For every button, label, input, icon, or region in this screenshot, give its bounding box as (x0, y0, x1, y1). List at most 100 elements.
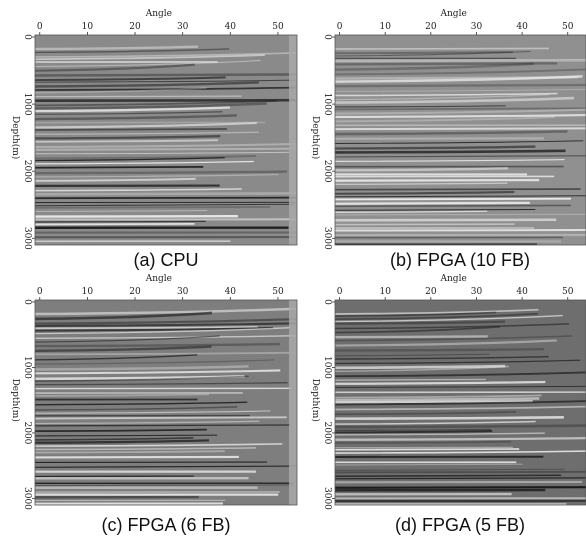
stripe (35, 359, 275, 365)
stripe (335, 182, 508, 185)
stripe (335, 96, 575, 104)
stripe (335, 62, 534, 71)
stripe (35, 327, 291, 335)
stripe (335, 486, 586, 489)
x-tick-label: 40 (225, 22, 237, 32)
stripe (335, 92, 558, 97)
stripe (35, 206, 271, 209)
x-tick-label: 30 (471, 287, 483, 297)
y-tick-label: 3000 (322, 227, 332, 250)
x-tick-label: 10 (82, 22, 94, 32)
stripe (335, 400, 586, 406)
stripe (335, 127, 586, 131)
stripe (35, 484, 294, 487)
x-tick-label: 50 (272, 287, 284, 297)
y-tick-label: 0 (22, 299, 32, 305)
stripe (335, 201, 530, 205)
x-axis-label: Angle (440, 274, 467, 284)
y-tick-label: 1000 (322, 356, 332, 379)
stripe (35, 401, 248, 406)
x-axis-label: Angle (440, 9, 467, 19)
stripe (335, 188, 581, 191)
stripe (335, 468, 565, 471)
x-tick-label: 50 (562, 287, 574, 297)
x-tick-label: 20 (129, 287, 141, 297)
stripe (35, 311, 213, 321)
stripe (35, 220, 206, 223)
stripe (335, 108, 586, 115)
stripe (335, 308, 539, 315)
frame (334, 299, 586, 506)
stripe (335, 405, 586, 411)
stripe (35, 188, 242, 192)
stripe (335, 140, 584, 144)
stripe (335, 335, 488, 339)
stripe (335, 335, 573, 342)
stripe (335, 114, 586, 118)
y-tick-label: 3000 (322, 487, 332, 510)
stripe (35, 54, 265, 61)
stripe (35, 45, 199, 51)
stripe (35, 375, 245, 381)
stripe (35, 147, 297, 151)
stripe (35, 369, 281, 375)
stripe (335, 450, 586, 454)
x-tick-label: 40 (516, 22, 528, 32)
stripe (35, 434, 218, 437)
stripe (335, 51, 513, 55)
stripe (335, 209, 536, 211)
stripe (335, 107, 586, 111)
stripe (35, 87, 207, 94)
stripe (35, 354, 198, 361)
stripe (335, 394, 542, 399)
stripe (335, 195, 586, 198)
stripe (335, 397, 540, 402)
seismic-image (35, 300, 297, 505)
stripe (35, 406, 238, 411)
stripe (335, 380, 546, 385)
stripe (35, 135, 221, 140)
stripe (35, 307, 297, 316)
stripe (35, 365, 249, 371)
stripe (35, 420, 260, 425)
stripe (35, 99, 277, 107)
stripe (35, 121, 257, 129)
stripe (35, 63, 195, 72)
stripe (35, 170, 288, 175)
stripe (335, 210, 488, 213)
x-tick-label: 40 (516, 287, 528, 297)
stripe (35, 317, 297, 325)
stripe (35, 335, 220, 343)
stripe (335, 359, 581, 365)
stripe (335, 88, 586, 92)
stripe (35, 326, 274, 332)
stripe (35, 79, 297, 83)
stripe (35, 131, 259, 135)
y-tick-label: 3000 (22, 227, 32, 250)
stripe (335, 356, 549, 360)
stripe (335, 311, 497, 318)
x-tick-label: 10 (82, 287, 94, 297)
y-axis-label: Depth(m) (10, 379, 21, 422)
stripe (335, 325, 501, 334)
stripe (35, 424, 292, 427)
stripe (335, 190, 515, 195)
stripe (35, 196, 297, 200)
stripe (35, 177, 196, 182)
stripe (335, 320, 506, 325)
edge-strip (289, 300, 297, 505)
stripe (335, 353, 490, 357)
edge-strip (289, 35, 297, 245)
stripe (335, 364, 506, 370)
stripe (335, 470, 586, 474)
stripe (35, 192, 296, 196)
stripe (335, 197, 571, 201)
stripe (335, 432, 545, 436)
stripe (35, 139, 219, 143)
y-tick-label: 0 (322, 34, 332, 40)
stripe (335, 378, 487, 381)
stripe (35, 160, 254, 165)
x-tick-label: 0 (37, 287, 43, 297)
stripe (35, 102, 267, 110)
